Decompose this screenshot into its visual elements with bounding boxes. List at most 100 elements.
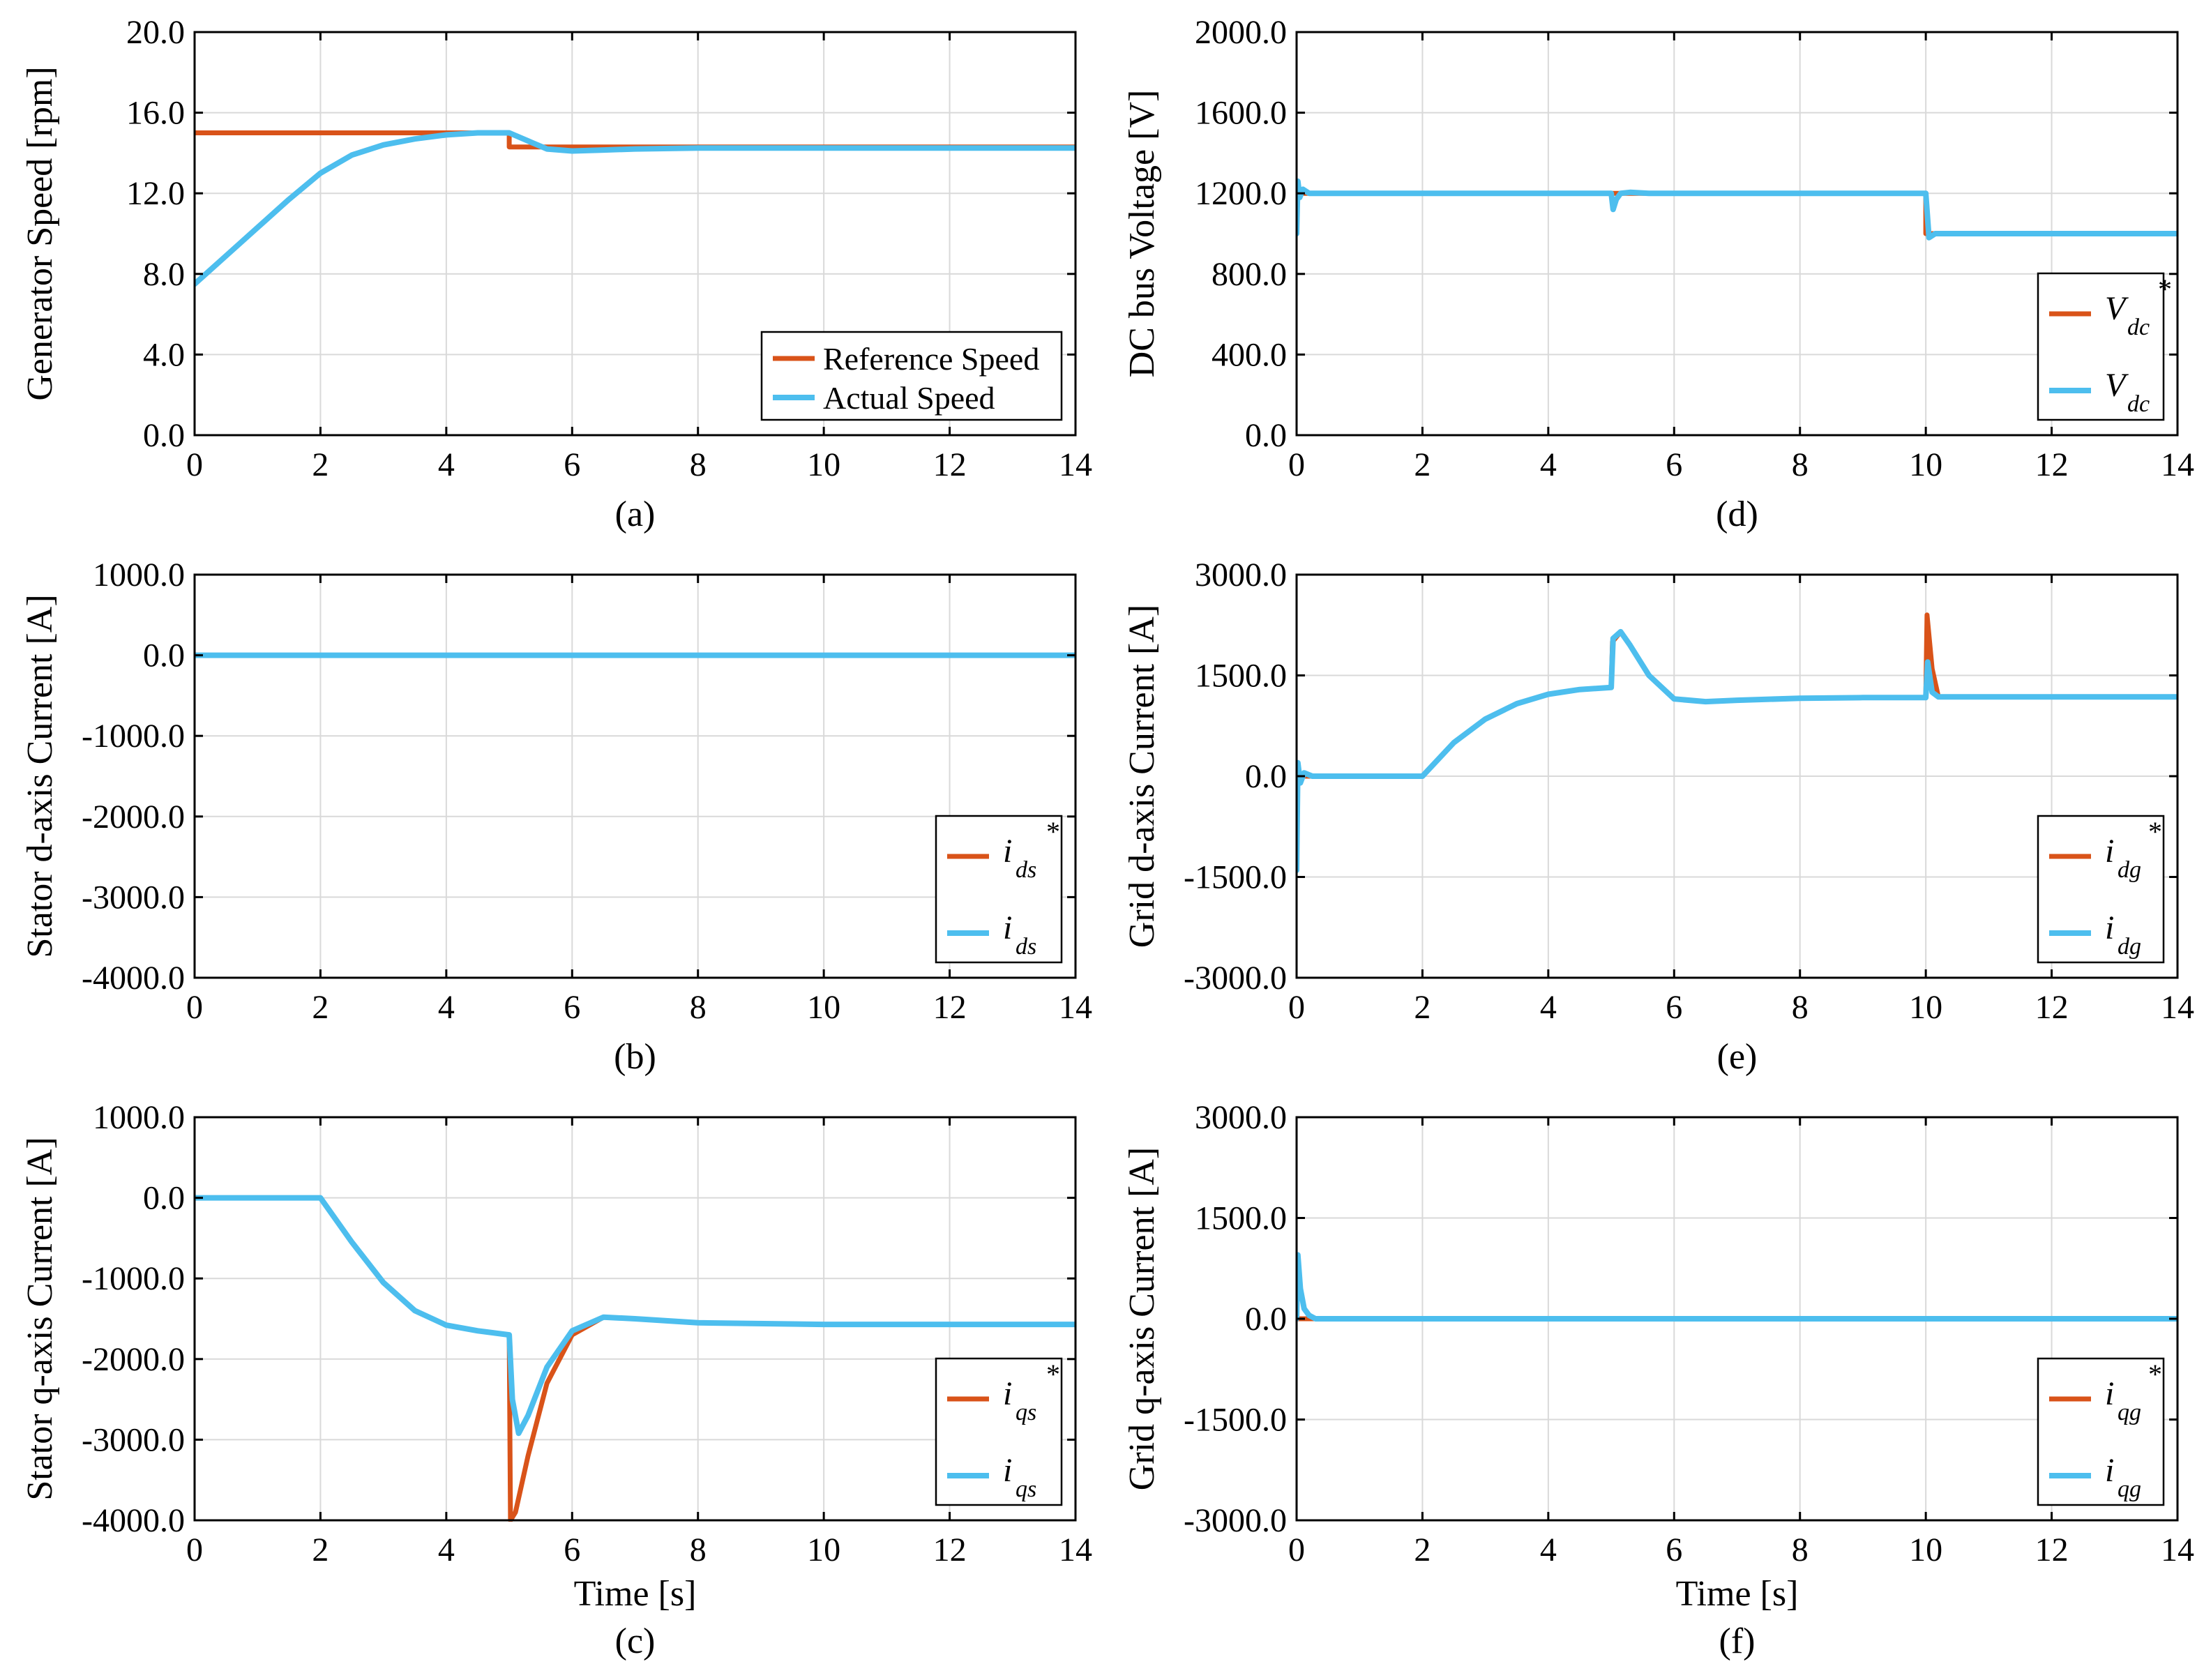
axes-frame bbox=[193, 1116, 1077, 1522]
x-tick-label: 12 bbox=[933, 989, 967, 1026]
legend-subscript: dc bbox=[2127, 315, 2150, 340]
y-tick-label: -3000.0 bbox=[82, 1421, 185, 1458]
legend-subscript: dg bbox=[2118, 857, 2141, 883]
y-tick-label: 800.0 bbox=[1212, 256, 1287, 293]
chart-panel-e: 0 2 4 6 8 10 12 14 -3000.0 -1500.0 0.0 1500.0 3000.0… bbox=[1122, 557, 2194, 1077]
y-tick-label: 1000.0 bbox=[93, 1099, 185, 1136]
panel-caption: (d) bbox=[1716, 494, 1758, 534]
legend-subscript: dc bbox=[2127, 391, 2150, 417]
chart-panel-c: 0 2 4 6 8 10 12 14 -4000.0 -3000.0 -2000.0 -1000.0 0… bbox=[20, 1099, 1092, 1661]
legend-label: Actual Speed bbox=[823, 380, 995, 416]
x-axis-label: Time [s] bbox=[574, 1574, 697, 1614]
x-tick-label: 8 bbox=[1792, 989, 1809, 1026]
legend-box bbox=[2037, 272, 2165, 421]
x-tick-label: 8 bbox=[1792, 1531, 1809, 1568]
legend-symbol: i bbox=[1003, 1375, 1012, 1412]
legend-symbol: i bbox=[1003, 833, 1012, 870]
y-tick-label: 0.0 bbox=[1245, 1301, 1287, 1338]
y-tick-label: -3000.0 bbox=[82, 879, 185, 916]
y-tick-label: 0.0 bbox=[1245, 758, 1287, 795]
legend-star: * bbox=[2148, 1359, 2162, 1390]
y-tick-label: 0.0 bbox=[143, 417, 185, 454]
x-tick-label: 0 bbox=[1288, 989, 1305, 1026]
y-tick-label: 8.0 bbox=[143, 256, 185, 293]
x-tick-label: 4 bbox=[438, 989, 455, 1026]
legend-symbol: i bbox=[2105, 833, 2114, 870]
y-tick-label: -4000.0 bbox=[82, 1502, 185, 1539]
y-tick-label: 16.0 bbox=[126, 95, 185, 132]
x-tick-label: 12 bbox=[2035, 989, 2069, 1026]
legend-box bbox=[760, 331, 1063, 421]
x-tick-label: 10 bbox=[807, 1531, 840, 1568]
y-tick-label: -2000.0 bbox=[82, 799, 185, 835]
chart-panel-d: 0 2 4 6 8 10 12 14 0.0 400.0 800.0 1200.0 1600.0 2000… bbox=[1122, 14, 2194, 534]
chart-panel-b: 0 2 4 6 8 10 12 14 -4000.0 -3000.0 -2000.0 -1000.0 0… bbox=[20, 557, 1092, 1077]
x-tick-label: 8 bbox=[690, 446, 707, 483]
x-tick-label: 2 bbox=[312, 989, 329, 1026]
y-axis-label: Stator d-axis Current [A] bbox=[20, 594, 60, 958]
chart-panel-f: 0 2 4 6 8 10 12 14 -3000.0 -1500.0 0.0 1500.0 3000.0… bbox=[1122, 1099, 2194, 1661]
y-tick-label: 20.0 bbox=[126, 14, 185, 51]
x-tick-label: 0 bbox=[186, 446, 203, 483]
y-axis-label: Grid q-axis Current [A] bbox=[1122, 1147, 1162, 1490]
x-tick-label: 10 bbox=[807, 446, 840, 483]
x-tick-label: 12 bbox=[2035, 1531, 2069, 1568]
legend-star: * bbox=[1046, 1359, 1060, 1390]
y-tick-label: 1500.0 bbox=[1195, 1200, 1287, 1237]
x-tick-label: 12 bbox=[933, 446, 967, 483]
x-tick-label: 6 bbox=[1666, 446, 1682, 483]
y-tick-label: 1500.0 bbox=[1195, 658, 1287, 695]
x-tick-label: 6 bbox=[564, 446, 580, 483]
legend: ids*ids bbox=[935, 815, 1063, 964]
y-tick-label: -3000.0 bbox=[1184, 960, 1287, 997]
x-tick-label: 14 bbox=[1059, 446, 1092, 483]
x-tick-label: 4 bbox=[438, 1531, 455, 1568]
y-tick-label: -1000.0 bbox=[82, 718, 185, 755]
legend-subscript: qg bbox=[2118, 1400, 2141, 1425]
x-axis-label: Time [s] bbox=[1676, 1574, 1799, 1614]
y-tick-label: 0.0 bbox=[143, 1180, 185, 1217]
legend-label: Reference Speed bbox=[823, 341, 1039, 377]
x-tick-label: 8 bbox=[690, 989, 707, 1026]
legend-symbol: i bbox=[2105, 1452, 2114, 1489]
y-tick-label: 0.0 bbox=[143, 637, 185, 674]
y-tick-label: -1500.0 bbox=[1184, 1402, 1287, 1439]
panel-caption: (a) bbox=[615, 494, 656, 534]
legend-box bbox=[935, 815, 1063, 964]
legend-box bbox=[935, 1357, 1063, 1506]
x-tick-label: 0 bbox=[1288, 446, 1305, 483]
x-tick-label: 12 bbox=[933, 1531, 967, 1568]
panel-caption: (c) bbox=[615, 1621, 656, 1661]
x-tick-label: 6 bbox=[1666, 1531, 1682, 1568]
series-line-f-actual bbox=[1297, 1252, 2177, 1322]
x-tick-label: 2 bbox=[1414, 446, 1431, 483]
x-tick-label: 8 bbox=[1792, 446, 1809, 483]
x-tick-label: 4 bbox=[438, 446, 455, 483]
chart-panel-a: 0 2 4 6 8 10 12 14 0.0 4.0 8.0 12.0 16.0 20.0 Generato… bbox=[20, 14, 1092, 534]
x-tick-label: 12 bbox=[2035, 446, 2069, 483]
legend-subscript: dg bbox=[2118, 934, 2141, 960]
legend: iqs*iqs bbox=[935, 1357, 1063, 1506]
series-line-a-actual bbox=[195, 130, 1075, 287]
x-tick-label: 4 bbox=[1540, 989, 1557, 1026]
series-line-e-actual bbox=[1297, 628, 2177, 873]
legend: iqg*iqg bbox=[2037, 1357, 2165, 1506]
y-axis-label: Generator Speed [rpm] bbox=[20, 66, 60, 400]
y-tick-label: 2000.0 bbox=[1195, 14, 1287, 51]
y-axis-label: Grid d-axis Current [A] bbox=[1122, 605, 1162, 948]
y-tick-label: 3000.0 bbox=[1195, 1099, 1287, 1136]
legend-subscript: qg bbox=[2118, 1476, 2141, 1502]
y-tick-label: -3000.0 bbox=[1184, 1502, 1287, 1539]
x-tick-label: 10 bbox=[807, 989, 840, 1026]
y-tick-label: 12.0 bbox=[126, 175, 185, 212]
y-tick-label: 0.0 bbox=[1245, 417, 1287, 454]
legend-symbol: V bbox=[2105, 367, 2129, 404]
legend-star: * bbox=[2158, 273, 2172, 305]
legend-subscript: qs bbox=[1016, 1476, 1036, 1502]
x-tick-label: 10 bbox=[1909, 1531, 1942, 1568]
x-tick-label: 14 bbox=[1059, 1531, 1092, 1568]
legend: Vdc * Vdc bbox=[2037, 272, 2172, 421]
x-tick-label: 6 bbox=[564, 989, 580, 1026]
